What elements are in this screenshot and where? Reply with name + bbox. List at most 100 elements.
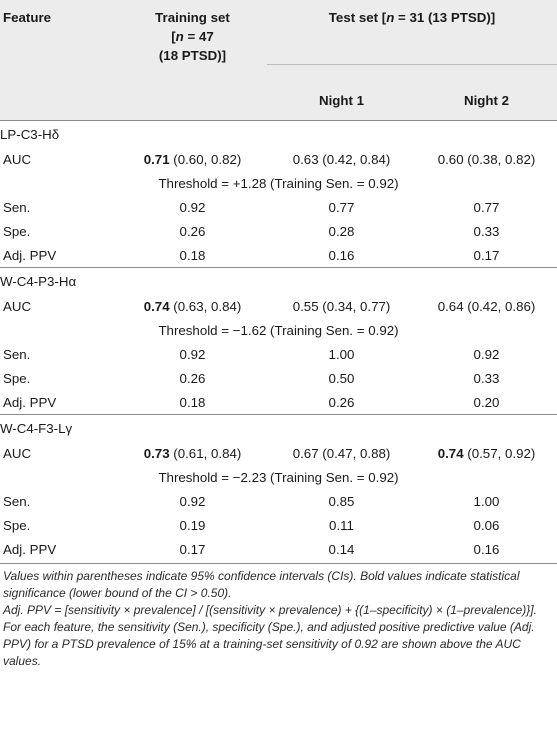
cell-night2: 1.00 [473, 493, 500, 509]
table-row: Spe. 0.26 0.28 0.33 [0, 219, 557, 243]
row-label: AUC [3, 298, 32, 314]
row-label: Sen. [3, 199, 31, 215]
cell-night1: 0.28 [328, 223, 355, 239]
auc-training-value: 0.73 [143, 445, 170, 461]
row-label: Spe. [3, 223, 31, 239]
auc-training: 0.74 (0.63, 0.84) [118, 294, 267, 318]
table-row: Spe. 0.19 0.11 0.06 [0, 513, 557, 537]
header-training-count: = 47 [183, 29, 214, 44]
auc-night2-ci: 0.60 (0.38, 0.82) [437, 151, 536, 167]
cell-training: 0.19 [179, 517, 206, 533]
threshold-row: Threshold = −2.23 (Training Sen. = 0.92) [0, 465, 557, 489]
auc-training-ci: (0.61, 0.84) [169, 445, 242, 461]
table-row: Sen. 0.92 0.77 0.77 [0, 195, 557, 219]
cell-night2: 0.92 [473, 346, 500, 362]
cell-night1: 0.16 [328, 247, 355, 263]
cell-night2: 0.16 [473, 541, 500, 557]
feature-name: W-C4-P3-Hα [0, 267, 557, 294]
auc-training-value: 0.71 [143, 151, 170, 167]
threshold-row: Threshold = +1.28 (Training Sen. = 0.92) [0, 171, 557, 195]
table-row: Adj. PPV 0.17 0.14 0.16 [0, 537, 557, 561]
auc-night2: 0.60 (0.38, 0.82) [416, 147, 557, 171]
table-row: Spe. 0.26 0.50 0.33 [0, 366, 557, 390]
row-label: Adj. PPV [3, 541, 57, 557]
table-row: Sen. 0.92 1.00 0.92 [0, 342, 557, 366]
table-body: LP-C3-Hδ AUC 0.71 (0.60, 0.82) 0.63 (0.42, … [0, 120, 557, 562]
cell-night2: 0.33 [473, 223, 500, 239]
header-night2: Night 2 [463, 92, 510, 108]
threshold-text: Threshold = −2.23 (Training Sen. = 0.92) [158, 469, 399, 485]
auc-night2-ci: 0.64 (0.42, 0.86) [437, 298, 536, 314]
feature-name: LP-C3-Hδ [0, 120, 557, 147]
auc-night2: 0.74 (0.57, 0.92) [416, 441, 557, 465]
footnote-adj-ppv: Adj. PPV = [sensitivity × prevalence] / … [3, 603, 537, 617]
auc-row: AUC 0.74 (0.63, 0.84) 0.55 (0.34, 0.77) 0.6… [0, 294, 557, 318]
auc-night1: 0.55 (0.34, 0.77) [267, 294, 416, 318]
row-label: Adj. PPV [3, 394, 57, 410]
auc-night1: 0.63 (0.42, 0.84) [267, 147, 416, 171]
auc-training-value: 0.74 [143, 298, 170, 314]
header-feature: Feature [3, 10, 52, 25]
header-training-n: n [175, 29, 184, 44]
cell-night1: 0.77 [328, 199, 355, 215]
header-training-set: Training set [n = 47 (18 PTSD)] [118, 0, 267, 121]
auc-night1: 0.67 (0.47, 0.88) [267, 441, 416, 465]
cell-night1: 0.11 [329, 517, 354, 533]
cell-night1: 0.85 [328, 493, 355, 509]
results-table: Feature Training set [n = 47 (18 PTSD)] … [0, 0, 557, 562]
footnote-feature: For each feature, the sensitivity (Sen.)… [3, 620, 535, 668]
auc-row: AUC 0.73 (0.61, 0.84) 0.67 (0.47, 0.88) 0.7… [0, 441, 557, 465]
feature-row: W-C4-P3-Hα [0, 267, 557, 294]
threshold-text: Threshold = −1.62 (Training Sen. = 0.92) [158, 322, 399, 338]
auc-training: 0.73 (0.61, 0.84) [118, 441, 267, 465]
auc-night2-value: 0.74 [437, 445, 464, 461]
header-test-count: = 31 (13 PTSD)] [394, 10, 496, 25]
auc-training-ci: (0.63, 0.84) [169, 298, 242, 314]
row-label: AUC [3, 445, 32, 461]
header-test-set: Test set [n = 31 (13 PTSD)] [267, 0, 557, 80]
auc-training-ci: (0.60, 0.82) [169, 151, 242, 167]
row-label: Adj. PPV [3, 247, 57, 263]
threshold-text: Threshold = +1.28 (Training Sen. = 0.92) [158, 175, 399, 191]
header-night1: Night 1 [318, 92, 365, 108]
footnote-ci: Values within parentheses indicate 95% c… [3, 569, 520, 600]
row-label: Sen. [3, 493, 31, 509]
feature-row: LP-C3-Hδ [0, 120, 557, 147]
header-training-line1: Training set [155, 10, 230, 25]
auc-night2: 0.64 (0.42, 0.86) [416, 294, 557, 318]
row-label: Spe. [3, 370, 31, 386]
auc-training: 0.71 (0.60, 0.82) [118, 147, 267, 171]
cell-night2: 0.77 [473, 199, 500, 215]
cell-night2: 0.20 [473, 394, 500, 410]
table-row: Adj. PPV 0.18 0.26 0.20 [0, 390, 557, 415]
header-test-prefix: Test set [ [328, 10, 387, 25]
header-test-n: n [386, 10, 395, 25]
cell-training: 0.92 [179, 493, 206, 509]
cell-training: 0.92 [179, 346, 206, 362]
threshold-row: Threshold = −1.62 (Training Sen. = 0.92) [0, 318, 557, 342]
cell-night1: 0.26 [328, 394, 355, 410]
cell-training: 0.18 [179, 247, 206, 263]
auc-night1-ci: 0.63 (0.42, 0.84) [292, 151, 391, 167]
cell-night2: 0.06 [473, 517, 500, 533]
cell-night1: 0.50 [328, 370, 355, 386]
cell-training: 0.17 [179, 541, 206, 557]
cell-night1: 1.00 [328, 346, 355, 362]
auc-night2-ci: (0.57, 0.92) [463, 445, 536, 461]
cell-training: 0.26 [179, 223, 206, 239]
header-training-ptsd: (18 PTSD)] [158, 48, 227, 63]
row-label: AUC [3, 151, 32, 167]
cell-training: 0.92 [179, 199, 206, 215]
table-row: Sen. 0.92 0.85 1.00 [0, 489, 557, 513]
header-training-bracket: [ [171, 29, 176, 44]
cell-night2: 0.17 [473, 247, 500, 263]
feature-row: W-C4-F3-Lγ [0, 414, 557, 441]
cell-night1: 0.14 [328, 541, 355, 557]
auc-night1-ci: 0.67 (0.47, 0.88) [292, 445, 391, 461]
cell-training: 0.26 [179, 370, 206, 386]
table-footnotes: Values within parentheses indicate 95% c… [3, 568, 553, 670]
auc-row: AUC 0.71 (0.60, 0.82) 0.63 (0.42, 0.84) 0.6… [0, 147, 557, 171]
table-row: Adj. PPV 0.18 0.16 0.17 [0, 243, 557, 268]
table-bottom-rule [0, 563, 557, 564]
